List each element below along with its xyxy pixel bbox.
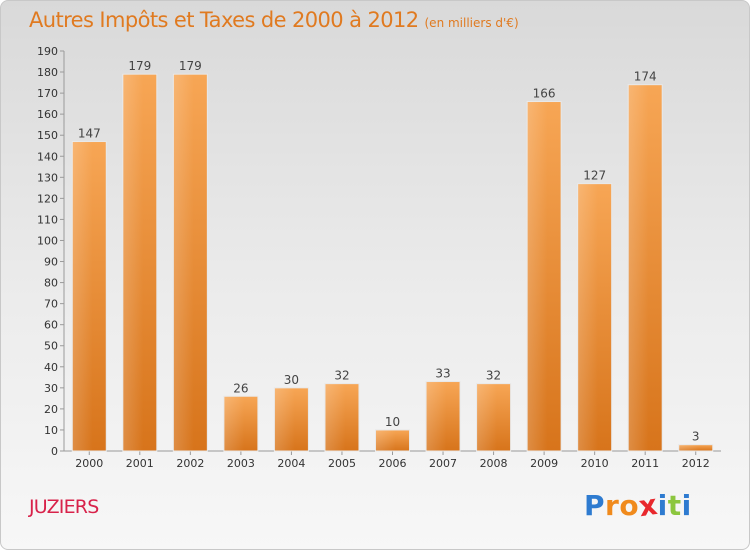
proxiti-logo: Proxiti [584,487,692,524]
y-tick-label: 20 [44,403,58,416]
data-label-2005: 32 [334,369,349,383]
x-tick-label: 2008 [480,457,508,470]
y-tick-label: 80 [44,277,58,290]
chart-subtitle: (en milliers d'€) [424,16,519,30]
x-tick-label: 2000 [75,457,103,470]
y-tick-label: 180 [37,66,58,79]
bar-highlight-2009 [527,101,562,452]
y-tick-label: 0 [51,445,58,458]
x-tick-label: 2007 [429,457,457,470]
x-tick-label: 2003 [227,457,255,470]
data-label-2001: 179 [128,59,151,73]
y-tick-label: 70 [44,298,58,311]
data-label-2006: 10 [385,415,400,429]
y-tick-label: 100 [37,234,58,247]
x-tick-label: 2004 [277,457,305,470]
bar-highlight-2000 [72,141,107,452]
y-tick-label: 50 [44,340,58,353]
bar-highlight-2007 [426,381,461,451]
data-label-2011: 174 [634,70,657,84]
y-tick-label: 120 [37,192,58,205]
y-tick-label: 130 [37,171,58,184]
bar-highlight-2002 [173,74,208,451]
data-label-2010: 127 [583,169,606,183]
x-tick-label: 2005 [328,457,356,470]
y-tick-label: 190 [37,45,58,58]
logo-letter: i [681,489,692,522]
data-label-2012: 3 [692,430,700,444]
data-label-2000: 147 [78,127,101,141]
chart-title: Autres Impôts et Taxes de 2000 à 2012 [29,8,419,32]
logo-letter: o [619,489,640,522]
bar-highlight-2011 [628,84,663,452]
chart-title-row: Autres Impôts et Taxes de 2000 à 2012 (en… [29,8,519,32]
y-axis: 0 10 20 30 40 50 60 70 80 90 100 110 120 130 140 150 160… [37,45,65,458]
y-tick-label: 150 [37,129,58,142]
data-label-2004: 30 [284,373,299,387]
x-tick-label: 2009 [530,457,558,470]
y-tick-label: 60 [44,319,58,332]
bar-highlight-2012 [678,444,713,451]
bar-highlight-2003 [223,396,258,451]
y-tick-label: 30 [44,382,58,395]
bars [71,73,714,452]
logo-letter: i [657,489,668,522]
logo-letter: P [584,489,606,522]
y-tick-label: 40 [44,361,58,374]
y-tick-label: 90 [44,256,58,269]
data-label-2003: 26 [233,381,248,395]
logo-letter: r [605,489,620,522]
y-tick-label: 140 [37,150,58,163]
bar-highlight-2005 [324,383,359,451]
bar-highlight-2008 [476,383,511,451]
y-tick-label: 10 [44,424,58,437]
bar-highlight-2004 [274,387,309,451]
bar-highlight-2010 [577,183,612,451]
y-tick-label: 160 [37,108,58,121]
y-tick-label: 110 [37,213,58,226]
x-tick-label: 2012 [682,457,710,470]
logo-letter: t [667,489,682,522]
y-tick-label: 170 [37,87,58,100]
data-label-2007: 33 [435,367,450,381]
x-tick-label: 2011 [631,457,659,470]
data-label-2008: 32 [486,369,501,383]
commune-name: JUZIERS [29,496,99,518]
x-tick-label: 2006 [379,457,407,470]
x-tick-label: 2001 [126,457,154,470]
x-tick-label: 2002 [176,457,204,470]
bar-highlight-2001 [122,74,157,451]
data-label-2009: 166 [533,87,556,101]
x-axis: 2000 2001 2002 2003 2004 2005 2006 2007 2008 2009… [64,450,721,470]
data-labels: 147 179 179 26 30 32 10 33 32 166 127 174 3 [78,59,700,444]
bar-highlight-2006 [375,429,410,451]
logo-letter: x [636,487,660,524]
data-label-2002: 179 [179,59,202,73]
x-tick-label: 2010 [581,457,609,470]
